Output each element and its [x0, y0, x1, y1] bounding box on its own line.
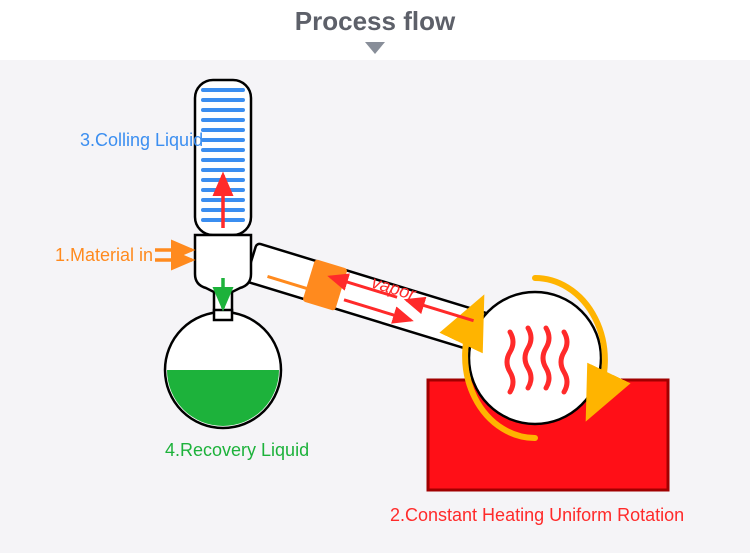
condenser: [195, 80, 251, 235]
diagram-stage: 3.Colling Liquid 1.Material in vapor 4.R…: [0, 60, 750, 553]
diagram-canvas: Process flow: [0, 0, 750, 553]
label-heating-rotation: 2.Constant Heating Uniform Rotation: [390, 505, 684, 526]
vapor-tube: [245, 243, 496, 354]
evaporation-flask: [469, 292, 601, 424]
label-material-in: 1.Material in: [55, 245, 153, 266]
page-title: Process flow: [0, 6, 750, 37]
label-cooling-liquid: 3.Colling Liquid: [80, 130, 203, 151]
recovery-flask: [160, 310, 290, 440]
triangle-down-icon: [365, 42, 385, 54]
material-in-arrows: [155, 250, 192, 260]
label-recovery-liquid: 4.Recovery Liquid: [165, 440, 309, 461]
